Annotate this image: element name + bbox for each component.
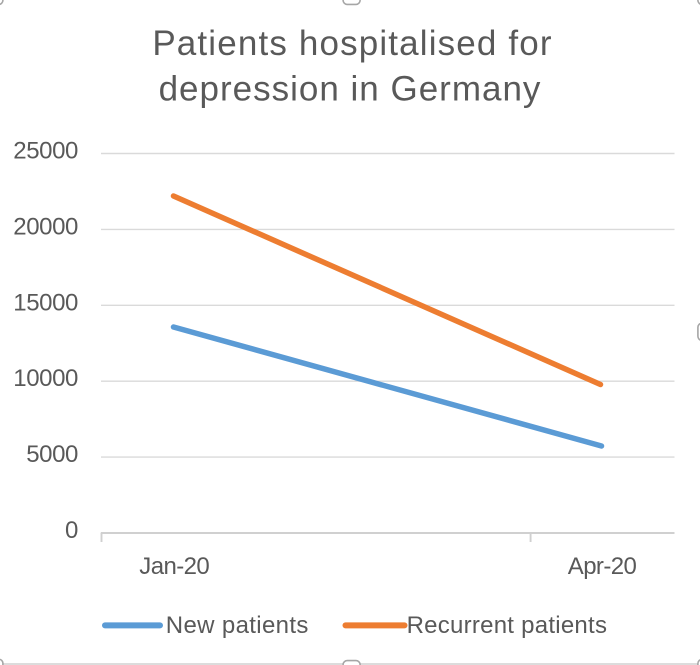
svg-text:20000: 20000 xyxy=(13,213,78,240)
svg-text:5000: 5000 xyxy=(26,441,78,468)
svg-text:Patients hospitalised for: Patients hospitalised for xyxy=(152,24,552,63)
svg-text:depression in Germany: depression in Germany xyxy=(159,70,542,109)
svg-text:10000: 10000 xyxy=(13,365,78,392)
svg-text:Apr-20: Apr-20 xyxy=(568,553,637,580)
svg-text:Jan-20: Jan-20 xyxy=(139,553,209,580)
svg-text:0: 0 xyxy=(65,517,78,544)
svg-text:15000: 15000 xyxy=(13,289,78,316)
svg-text:New patients: New patients xyxy=(166,612,309,639)
svg-text:Recurrent patients: Recurrent patients xyxy=(407,612,608,639)
svg-text:25000: 25000 xyxy=(13,138,78,165)
